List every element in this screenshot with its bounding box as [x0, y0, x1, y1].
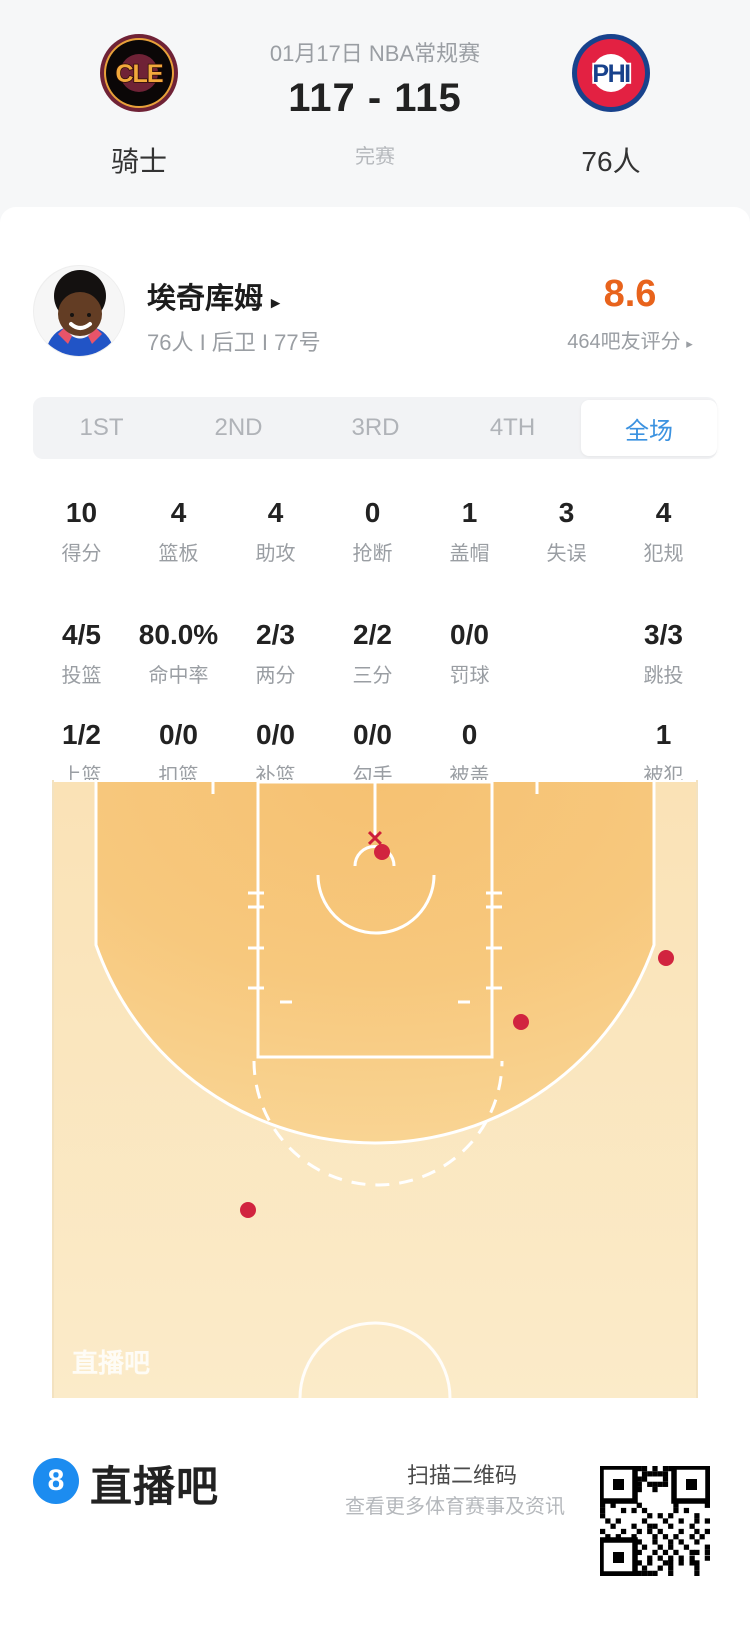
svg-text:PHI: PHI: [592, 60, 630, 88]
svg-text:CLE: CLE: [116, 60, 163, 88]
svg-text:直播吧: 直播吧: [72, 1348, 150, 1378]
